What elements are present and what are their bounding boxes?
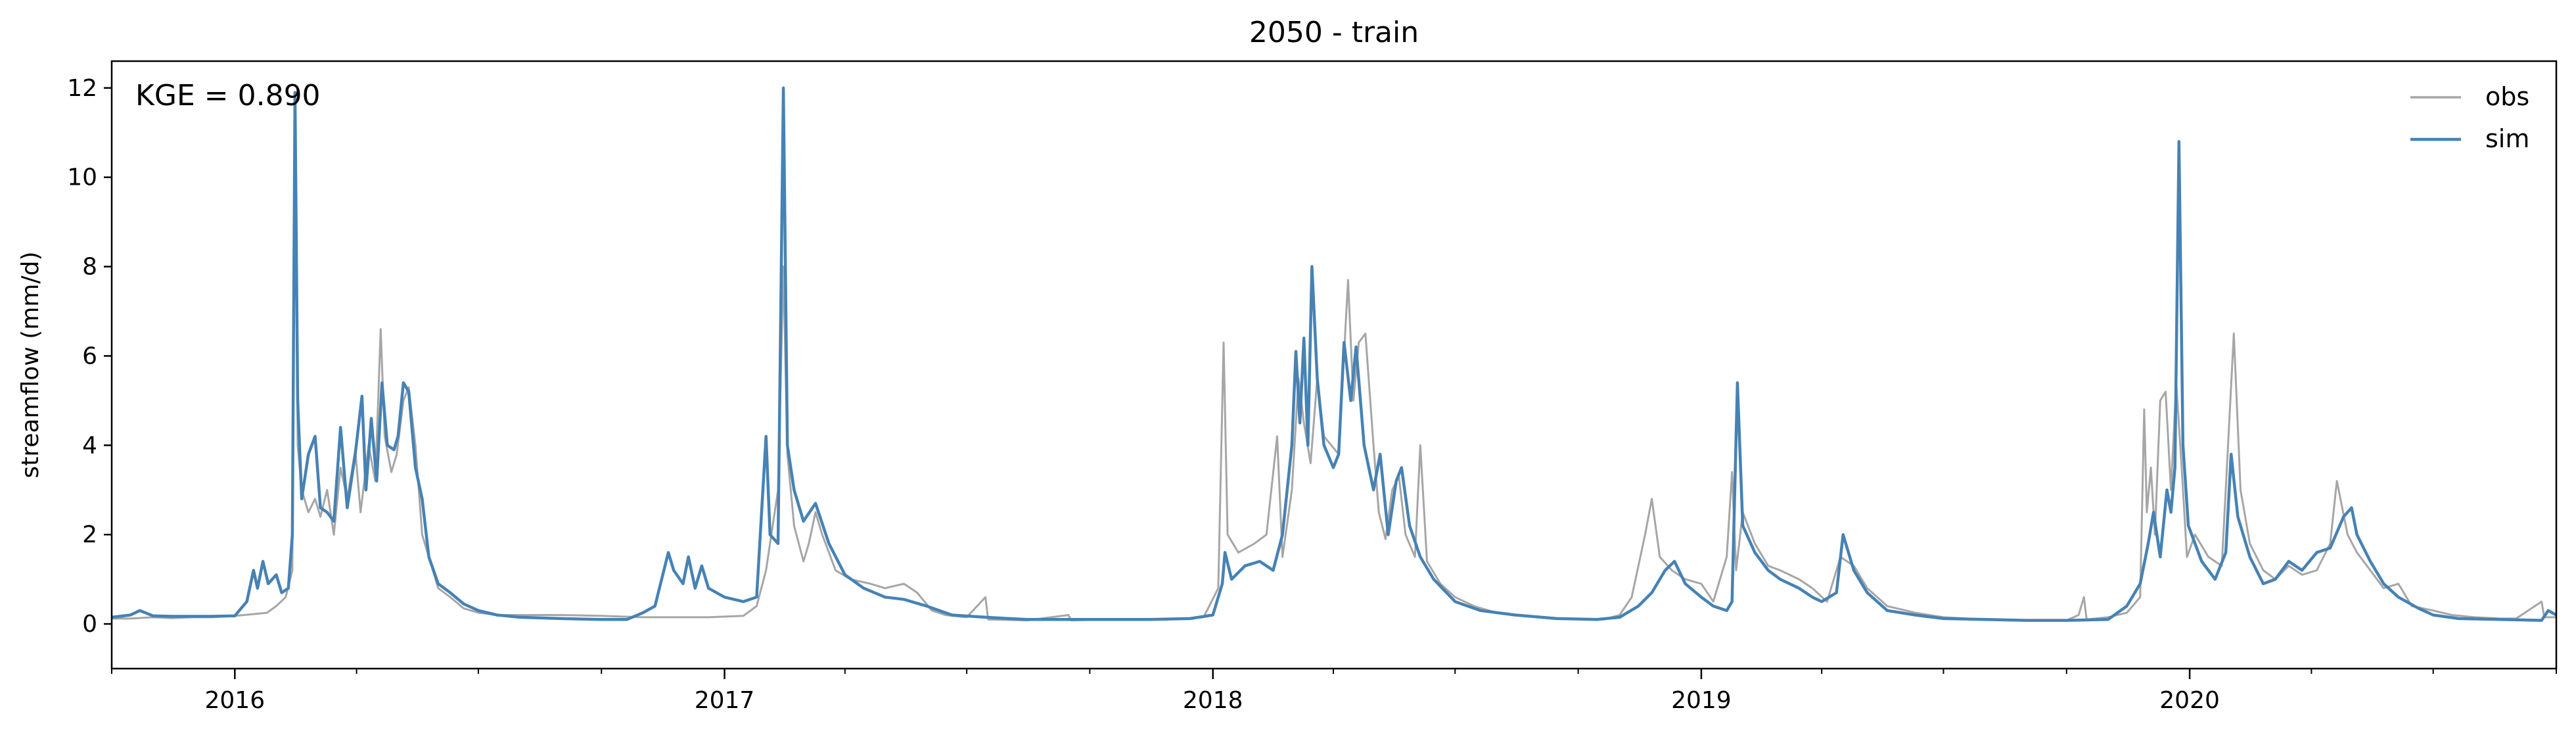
plot-frame — [110, 60, 2558, 670]
x-tick-label: 2016 — [205, 687, 265, 714]
legend-sim-label: sim — [2485, 124, 2529, 153]
series-line-sim — [111, 86, 2558, 622]
legend-obs-label: obs — [2485, 82, 2529, 111]
x-tick-label: 2017 — [695, 687, 755, 714]
axes: 0 2 4 6 8 10 12 2016 2017 2018 2019 2020 — [67, 75, 2557, 714]
plot-area — [111, 86, 2558, 622]
x-tick-label: 2019 — [1671, 687, 1732, 714]
y-tick-label: 4 — [82, 432, 97, 459]
y-tick-label: 12 — [67, 75, 97, 102]
legend: obs sim — [2410, 82, 2529, 153]
x-tick-label: 2020 — [2159, 687, 2220, 714]
y-tick-label: 6 — [82, 343, 97, 369]
y-tick-label: 8 — [82, 254, 97, 281]
y-tick-label: 2 — [82, 521, 97, 548]
kge-annotation: KGE = 0.890 — [135, 79, 321, 112]
x-tick-label: 2018 — [1183, 687, 1243, 714]
y-axis-label: streamflow (mm/d) — [17, 252, 44, 479]
y-tick-label: 10 — [67, 164, 97, 191]
y-tick-label: 0 — [82, 611, 97, 638]
chart-title: 2050 - train — [1249, 16, 1419, 49]
